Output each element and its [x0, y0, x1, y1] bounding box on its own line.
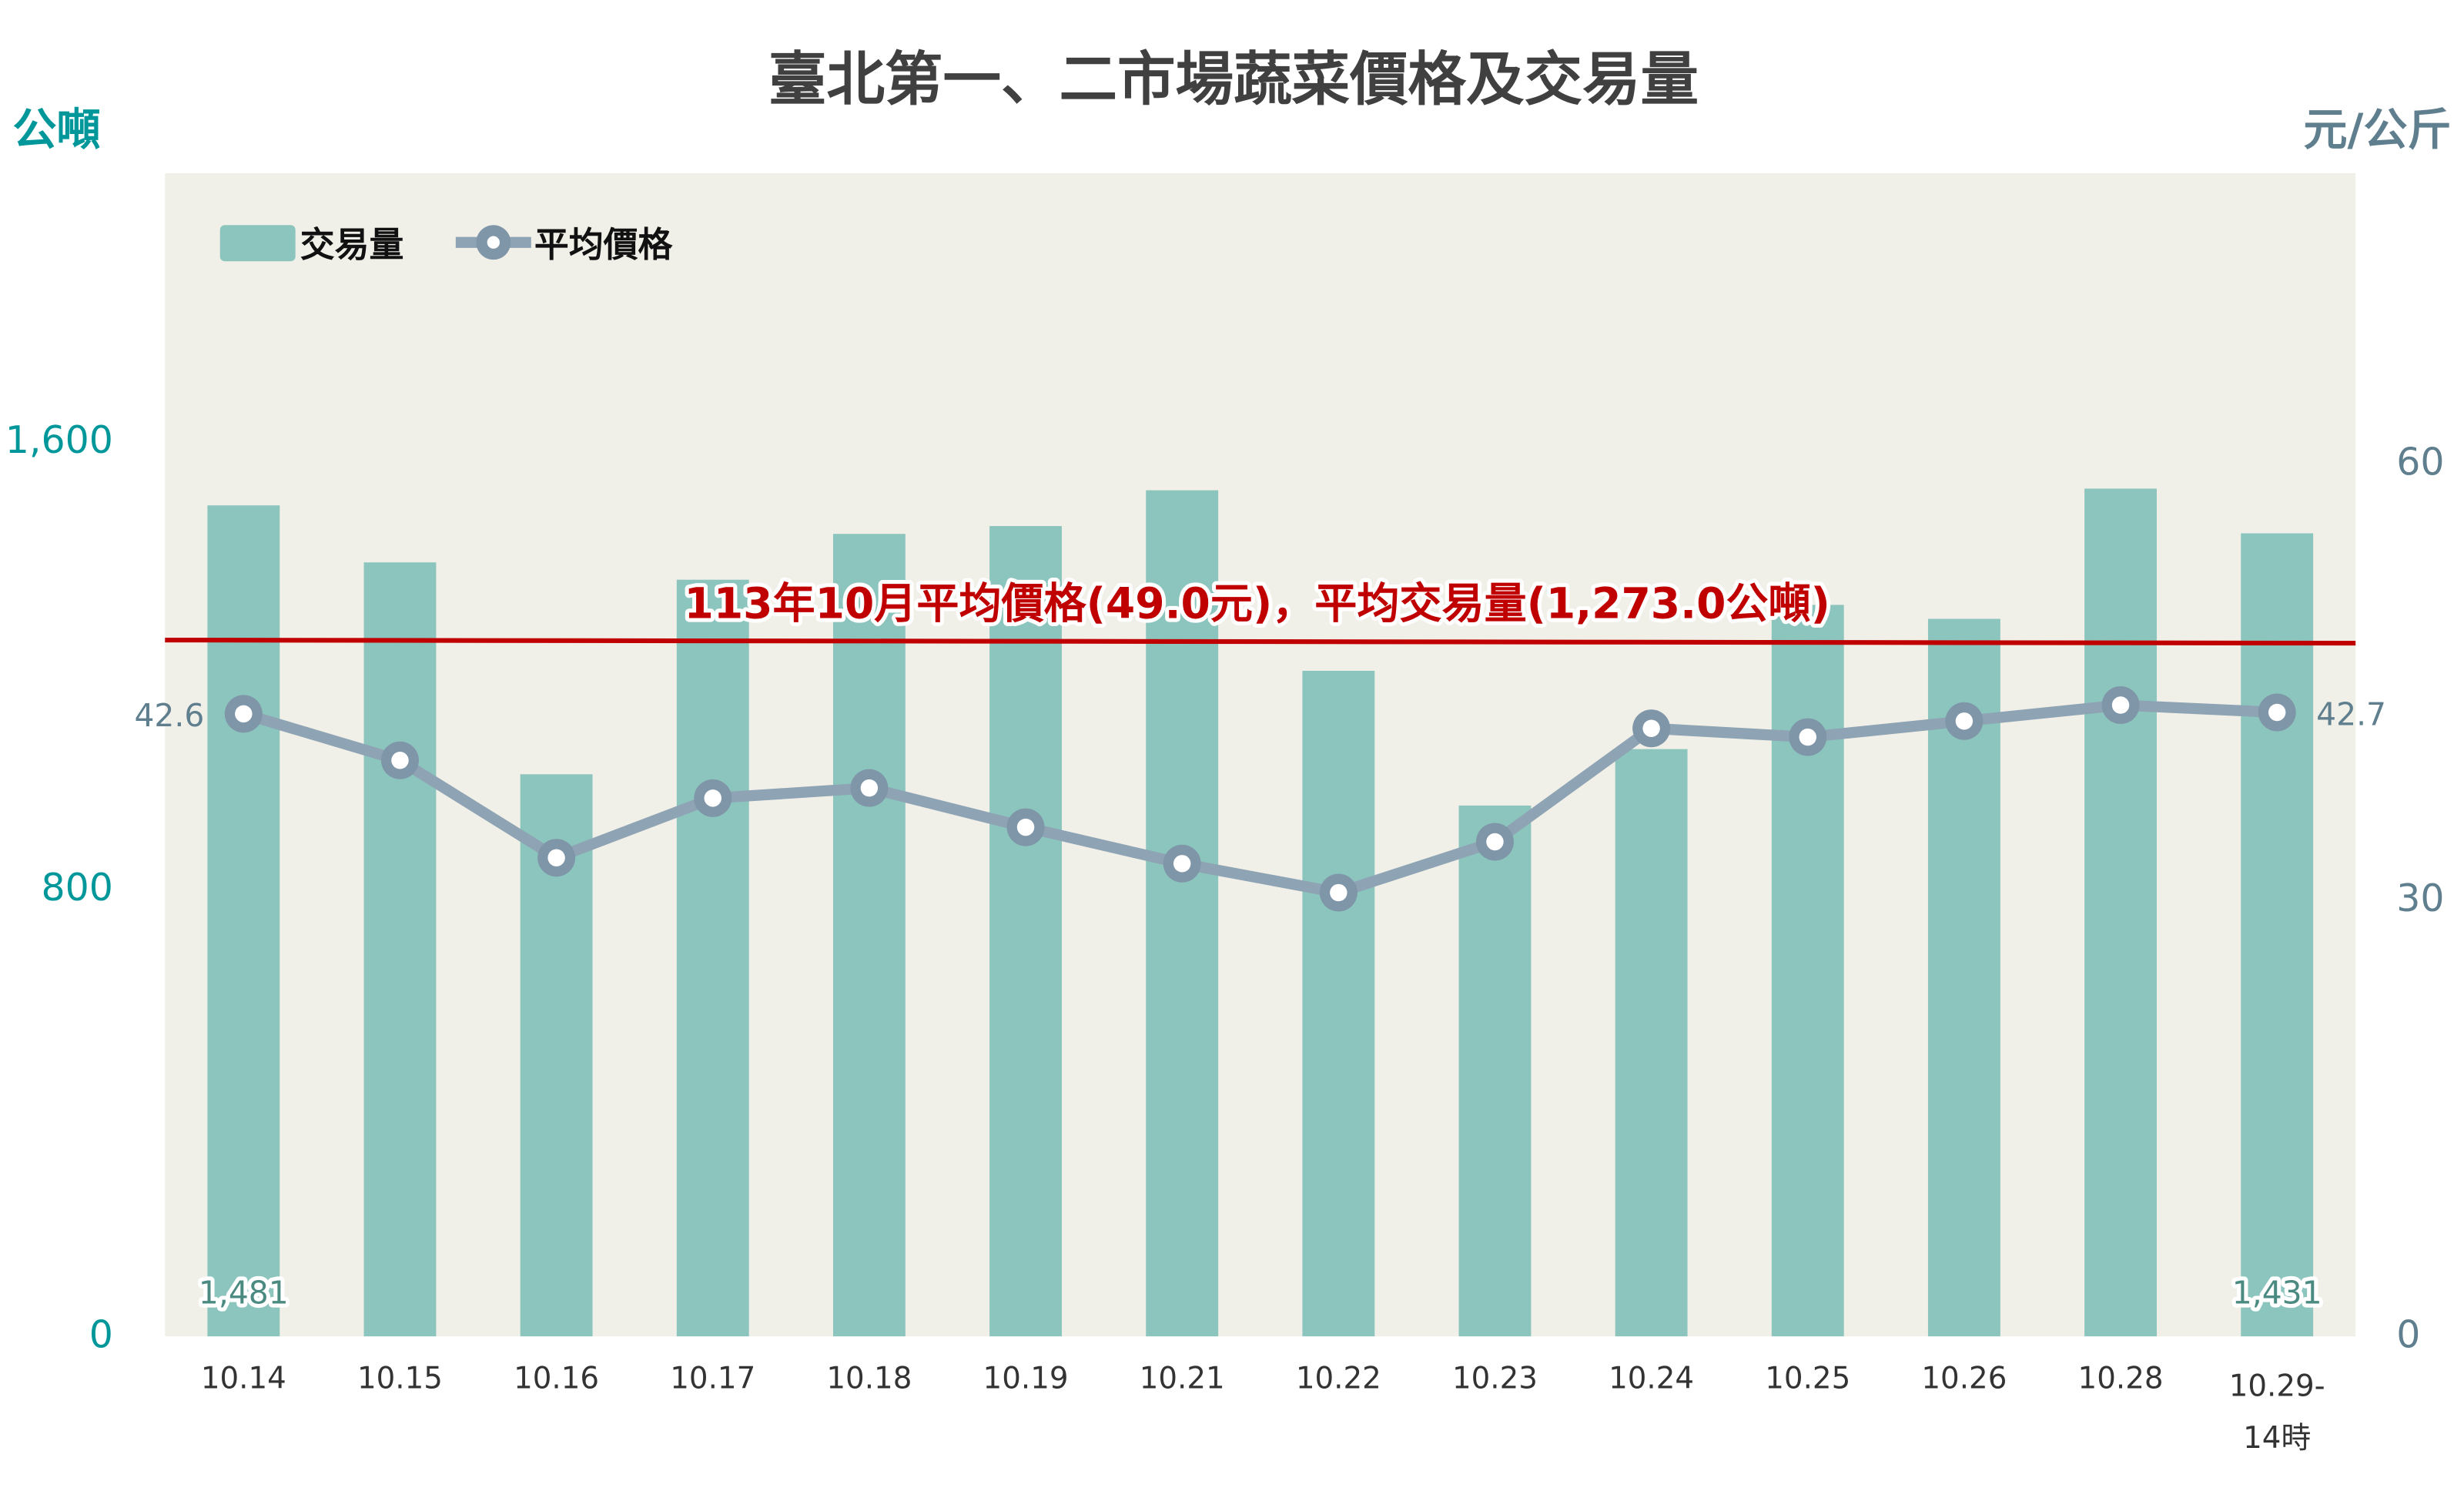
- price-marker-center: [1799, 728, 1816, 746]
- x-tick-label: 14時: [2243, 1421, 2311, 1456]
- bar-10.18: [832, 534, 906, 1337]
- right-tick-label: 60: [2396, 441, 2444, 484]
- bar-10.23: [1458, 805, 1532, 1337]
- price-label-first: 42.6: [134, 697, 204, 734]
- x-tick-label: 10.18: [826, 1361, 912, 1396]
- reference-line-label: 113年10月平均價格(49.0元)，平均交易量(1,273.0公噸): [685, 578, 1830, 628]
- bar-10.19: [989, 526, 1062, 1337]
- right-tick-label: 30: [2396, 876, 2444, 920]
- x-tick-label: 10.23: [1452, 1361, 1538, 1396]
- right-axis-label: 元/公斤: [2303, 105, 2451, 156]
- price-marker-center: [1955, 712, 1974, 730]
- bar-10.21: [1146, 490, 1219, 1337]
- legend-swatch-price-marker-center: [487, 236, 500, 249]
- price-marker-center: [2268, 703, 2286, 722]
- legend-label-price: 平均價格: [534, 224, 674, 265]
- price-marker-center: [860, 779, 879, 797]
- price-marker-center: [1016, 818, 1035, 836]
- bar-10.24: [1615, 749, 1688, 1337]
- left-axis-label: 公噸: [12, 105, 100, 156]
- bar-10.28: [2084, 488, 2157, 1337]
- legend-label-volume: 交易量: [300, 224, 404, 265]
- x-tick-label: 10.24: [1609, 1361, 1694, 1396]
- price-marker-center: [547, 849, 565, 866]
- price-marker-center: [235, 705, 253, 723]
- reference-line: [165, 637, 2356, 646]
- price-marker-center: [1330, 883, 1348, 902]
- x-tick-label: 10.15: [357, 1361, 443, 1396]
- volume-label-first: 1,481: [199, 1274, 289, 1311]
- left-tick-label: 1,600: [5, 418, 113, 462]
- x-tick-label: 10.14: [201, 1361, 286, 1396]
- bar-10.14: [207, 505, 280, 1337]
- legend: 交易量 平均價格: [219, 224, 674, 265]
- bar-10.22: [1302, 671, 1375, 1337]
- legend-swatch-volume: [219, 225, 296, 262]
- volume-label-last: 1,431: [2232, 1274, 2322, 1311]
- plot-area: [165, 173, 2356, 1337]
- x-tick-label: 10.26: [1921, 1361, 2007, 1396]
- right-tick-label: 0: [2396, 1312, 2420, 1356]
- bar-10.29-: [2241, 533, 2314, 1337]
- price-label-last: 42.7: [2316, 695, 2386, 732]
- x-tick-label: 10.29-: [2229, 1369, 2325, 1404]
- x-tick-label: 10.21: [1140, 1361, 1225, 1396]
- bar-10.17: [676, 579, 749, 1337]
- x-tick-label: 10.17: [670, 1361, 755, 1396]
- x-tick-label: 10.28: [2078, 1361, 2164, 1396]
- left-tick-label: 800: [41, 866, 112, 910]
- price-marker-center: [1173, 855, 1191, 873]
- x-tick-label: 10.25: [1765, 1361, 1850, 1396]
- bar-10.25: [1771, 605, 1844, 1337]
- x-tick-label: 10.22: [1296, 1361, 1381, 1396]
- price-marker-center: [704, 789, 721, 807]
- price-marker-center: [391, 752, 409, 769]
- chart-title: 臺北第一、二市場蔬菜價格及交易量: [768, 45, 1699, 113]
- x-tick-label: 10.19: [983, 1361, 1069, 1396]
- price-marker-center: [1486, 833, 1504, 851]
- price-marker-center: [2111, 696, 2130, 714]
- x-tick-label: 10.16: [514, 1361, 599, 1396]
- price-marker-center: [1642, 719, 1660, 737]
- bar-10.15: [363, 562, 437, 1337]
- left-tick-label: 0: [89, 1312, 113, 1356]
- price-line: [242, 699, 2278, 899]
